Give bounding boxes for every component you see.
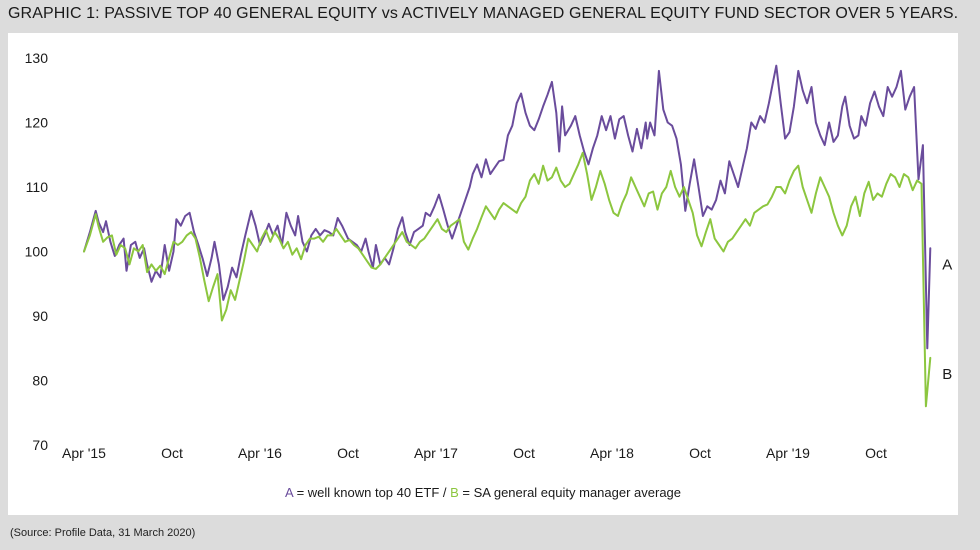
x-tick-label: Apr '19 <box>766 445 810 461</box>
x-tick-label: Apr '18 <box>590 445 634 461</box>
x-tick-label: Oct <box>865 445 887 461</box>
source-note: (Source: Profile Data, 31 March 2020) <box>10 527 196 539</box>
chart-panel: 70 80 90 100 110 120 130 Apr '15 Oct Apr '16 Oct A… <box>8 33 958 515</box>
legend-text-a: = well known top 40 ETF / <box>292 485 451 500</box>
chart-title: GRAPHIC 1: PASSIVE TOP 40 GENERAL EQUITY… <box>8 5 959 22</box>
y-tick-label: 70 <box>32 437 48 453</box>
x-tick-label: Oct <box>689 445 711 461</box>
x-tick-label: Apr '16 <box>238 445 282 461</box>
y-axis-ticks: 70 80 90 100 110 120 130 <box>25 50 49 453</box>
y-tick-label: 100 <box>25 244 49 260</box>
y-tick-label: 120 <box>25 115 49 131</box>
y-tick-label: 80 <box>32 373 48 389</box>
end-label-b: B <box>942 366 952 383</box>
x-axis-ticks: Apr '15 Oct Apr '16 Oct Apr '17 Oct Apr '18 Oct… <box>62 445 887 461</box>
y-tick-label: 110 <box>26 179 49 195</box>
end-label-a: A <box>942 256 952 273</box>
x-tick-label: Apr '17 <box>414 445 458 461</box>
x-tick-label: Apr '15 <box>62 445 106 461</box>
series-line-b <box>83 151 932 408</box>
legend-key-a: A <box>284 485 293 500</box>
legend: A = well known top 40 ETF / B = SA gener… <box>8 485 958 500</box>
x-tick-label: Oct <box>161 445 183 461</box>
legend-key-b: B <box>450 485 459 500</box>
y-tick-label: 130 <box>25 50 49 66</box>
x-tick-label: Oct <box>513 445 535 461</box>
series-line-a <box>83 64 932 350</box>
x-tick-label: Oct <box>337 445 359 461</box>
legend-text-b: = SA general equity manager average <box>458 485 682 500</box>
y-tick-label: 90 <box>32 308 48 324</box>
series-lines <box>83 64 932 408</box>
series-end-labels: AB <box>942 256 952 383</box>
